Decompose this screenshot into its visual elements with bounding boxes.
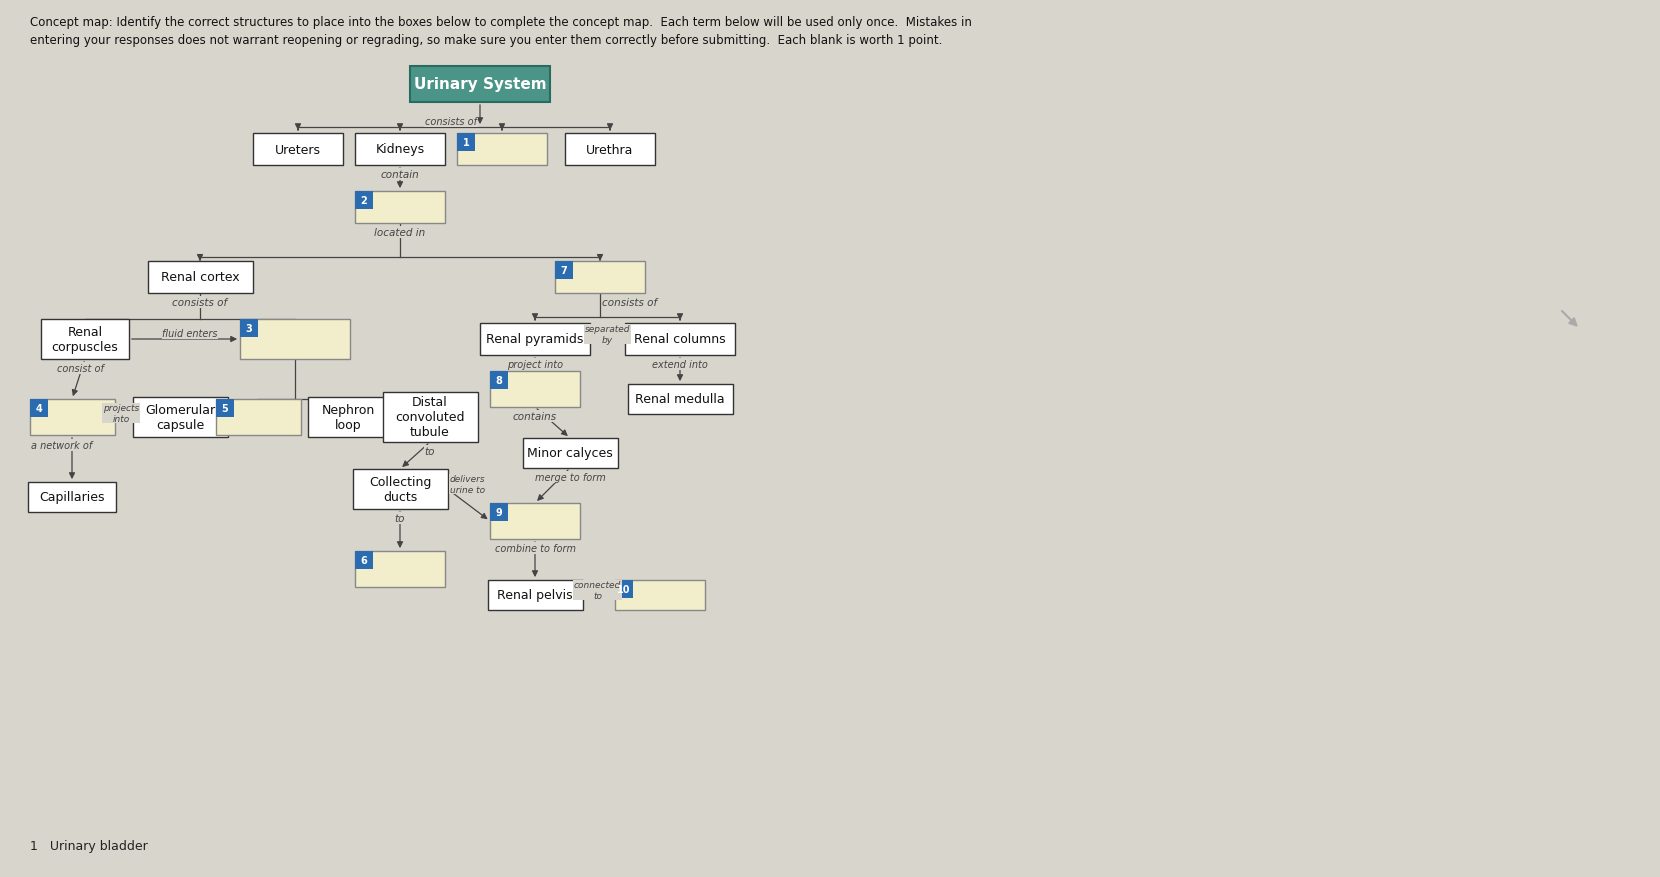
- Text: contain: contain: [380, 170, 420, 180]
- Text: consist of: consist of: [56, 364, 103, 374]
- FancyBboxPatch shape: [355, 552, 374, 569]
- Text: Urinary System: Urinary System: [413, 77, 546, 92]
- FancyBboxPatch shape: [309, 397, 388, 438]
- Text: 8: 8: [496, 375, 503, 386]
- Text: consists of: consists of: [425, 117, 476, 127]
- Text: Nephron
loop: Nephron loop: [322, 403, 375, 431]
- FancyBboxPatch shape: [28, 482, 116, 512]
- Text: separated
by: separated by: [584, 325, 631, 345]
- FancyBboxPatch shape: [241, 319, 257, 338]
- Text: Renal medulla: Renal medulla: [636, 393, 725, 406]
- Text: Renal
corpuscles: Renal corpuscles: [51, 325, 118, 353]
- FancyBboxPatch shape: [614, 581, 706, 610]
- Text: 9: 9: [496, 508, 503, 517]
- Text: 6: 6: [360, 555, 367, 566]
- FancyBboxPatch shape: [564, 134, 656, 166]
- Text: 3: 3: [246, 324, 252, 333]
- Text: project into: project into: [506, 360, 563, 369]
- FancyBboxPatch shape: [410, 67, 549, 103]
- FancyBboxPatch shape: [457, 134, 548, 166]
- FancyBboxPatch shape: [355, 192, 374, 210]
- Text: consists of: consists of: [173, 297, 227, 308]
- Text: Renal columns: Renal columns: [634, 333, 725, 346]
- Text: combine to form: combine to form: [495, 544, 576, 553]
- Text: 1   Urinary bladder: 1 Urinary bladder: [30, 839, 148, 852]
- Text: a network of: a network of: [32, 440, 93, 451]
- Text: Glomerular
capsule: Glomerular capsule: [144, 403, 216, 431]
- Text: 1: 1: [463, 138, 470, 148]
- Text: Concept map: Identify the correct structures to place into the boxes below to co: Concept map: Identify the correct struct…: [30, 16, 971, 29]
- Text: Urethra: Urethra: [586, 143, 634, 156]
- FancyBboxPatch shape: [30, 400, 48, 417]
- FancyBboxPatch shape: [614, 581, 632, 598]
- Text: 4: 4: [35, 403, 42, 414]
- FancyBboxPatch shape: [148, 261, 252, 294]
- FancyBboxPatch shape: [355, 552, 445, 588]
- Text: Minor calyces: Minor calyces: [528, 447, 613, 460]
- Text: 10: 10: [618, 584, 631, 595]
- FancyBboxPatch shape: [554, 261, 573, 280]
- Text: fluid enters: fluid enters: [163, 329, 217, 339]
- FancyBboxPatch shape: [352, 469, 448, 510]
- Text: to: to: [425, 446, 435, 457]
- Text: consists of: consists of: [603, 297, 657, 308]
- Text: Capillaries: Capillaries: [40, 491, 105, 504]
- FancyBboxPatch shape: [133, 397, 227, 438]
- Text: Renal pelvis: Renal pelvis: [498, 588, 573, 602]
- FancyBboxPatch shape: [42, 319, 129, 360]
- Text: extend into: extend into: [652, 360, 707, 369]
- Text: Ureters: Ureters: [276, 143, 320, 156]
- FancyBboxPatch shape: [30, 400, 115, 436]
- FancyBboxPatch shape: [554, 261, 646, 294]
- Text: 2: 2: [360, 196, 367, 206]
- FancyBboxPatch shape: [216, 400, 234, 417]
- Text: merge to form: merge to form: [535, 473, 606, 482]
- FancyBboxPatch shape: [480, 324, 589, 355]
- Text: contains: contains: [513, 411, 558, 422]
- FancyBboxPatch shape: [523, 438, 618, 468]
- FancyBboxPatch shape: [626, 324, 735, 355]
- Text: projects
into: projects into: [103, 403, 139, 424]
- Text: located in: located in: [375, 228, 425, 238]
- FancyBboxPatch shape: [241, 319, 350, 360]
- Text: Distal
convoluted
tubule: Distal convoluted tubule: [395, 396, 465, 439]
- Text: connected
to: connected to: [574, 581, 621, 600]
- FancyBboxPatch shape: [355, 134, 445, 166]
- FancyBboxPatch shape: [490, 372, 579, 408]
- FancyBboxPatch shape: [490, 372, 508, 389]
- FancyBboxPatch shape: [490, 503, 508, 522]
- Text: to: to: [395, 513, 405, 524]
- FancyBboxPatch shape: [355, 192, 445, 224]
- Text: Kidneys: Kidneys: [375, 143, 425, 156]
- Text: delivers
urine to: delivers urine to: [450, 474, 485, 494]
- Text: Renal pyramids: Renal pyramids: [486, 333, 584, 346]
- FancyBboxPatch shape: [627, 384, 732, 415]
- FancyBboxPatch shape: [382, 393, 478, 443]
- Text: 7: 7: [561, 266, 568, 275]
- Text: 5: 5: [221, 403, 227, 414]
- FancyBboxPatch shape: [457, 134, 475, 152]
- Text: entering your responses does not warrant reopening or regrading, so make sure yo: entering your responses does not warrant…: [30, 34, 943, 47]
- FancyBboxPatch shape: [216, 400, 300, 436]
- FancyBboxPatch shape: [488, 581, 583, 610]
- FancyBboxPatch shape: [490, 503, 579, 539]
- FancyBboxPatch shape: [252, 134, 344, 166]
- Text: Collecting
ducts: Collecting ducts: [369, 475, 432, 503]
- Text: Renal cortex: Renal cortex: [161, 271, 239, 284]
